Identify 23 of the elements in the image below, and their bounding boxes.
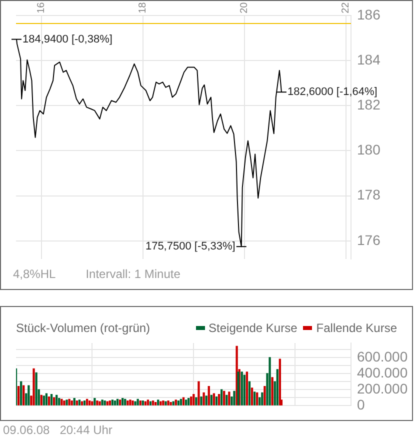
annotation: 184,9400 [-0,38%] bbox=[22, 33, 112, 46]
text: 09.06.08 20:44 Uhr bbox=[3, 423, 112, 437]
annotation: 182,6000 [-1,64%] bbox=[287, 86, 378, 98]
text: 4,8%HL bbox=[13, 267, 56, 281]
y-tick-label: 186 bbox=[357, 6, 381, 22]
chart-title: Stück-Volumen (rot-grün) bbox=[16, 321, 150, 335]
x-tick-label: 22 bbox=[340, 2, 352, 14]
legend-label: Steigende Kurse bbox=[208, 321, 298, 335]
y-tick-label: 176 bbox=[357, 232, 381, 248]
y-tick-label: 600.000 bbox=[357, 348, 408, 364]
y-tick-label: 182 bbox=[357, 96, 381, 112]
y-tick-label: 180 bbox=[357, 142, 381, 158]
y-tick-label: 184 bbox=[357, 51, 381, 68]
y-tick-label: 200.000 bbox=[357, 380, 408, 396]
text: Intervall: 1 Minute bbox=[86, 267, 180, 281]
x-tick-label: 20 bbox=[239, 2, 250, 14]
y-tick-label: 400.000 bbox=[357, 364, 408, 380]
x-tick-label: 18 bbox=[138, 2, 149, 14]
x-tick-label: 16 bbox=[36, 2, 48, 14]
y-tick-label: 0 bbox=[357, 396, 365, 412]
legend-label: Fallende Kurse bbox=[316, 321, 397, 335]
annotation: 175,7500 [-5,33%] bbox=[145, 240, 236, 253]
y-tick-label: 178 bbox=[357, 186, 381, 203]
